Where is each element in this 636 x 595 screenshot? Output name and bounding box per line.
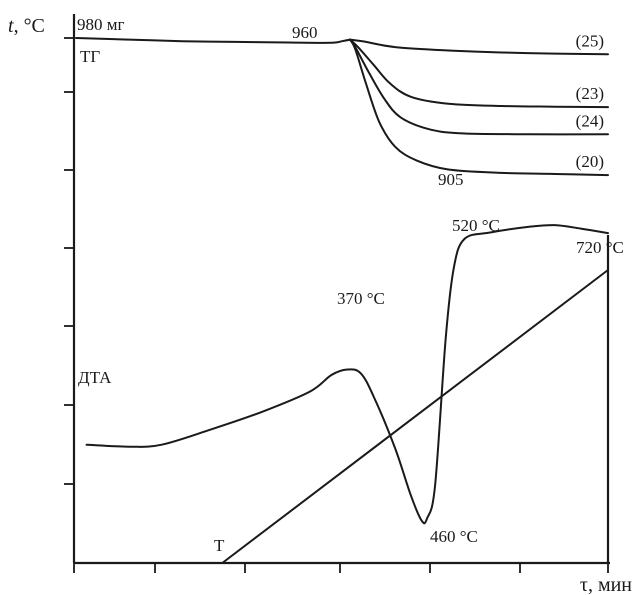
dta-label: ДТА (78, 368, 112, 387)
dta-520-label: 520 °C (452, 216, 500, 235)
dta-curve (85, 224, 609, 525)
y-axis-symbol: t (8, 15, 14, 37)
tg-min-label: 905 (438, 170, 464, 189)
dta-min-460-label: 460 °C (430, 527, 478, 546)
tg-series-label: (24) (576, 111, 604, 130)
temperature-line (221, 269, 609, 564)
y-axis-unit: , °C (14, 15, 45, 37)
x-axis-symbol: τ (580, 574, 588, 595)
tg-series-curve (349, 38, 609, 56)
tg-series-curve (349, 38, 609, 109)
x-axis-unit: , мин (588, 574, 632, 595)
tg-curves (75, 37, 609, 177)
tg-series-labels: (25) (23) (24) (20) (576, 31, 604, 171)
tg-label: ТГ (80, 47, 100, 66)
tg-series-curve (349, 38, 609, 177)
dta-peak-370-label: 370 °C (337, 289, 385, 308)
tg-start-mass-label: 980 мг (77, 15, 125, 34)
tg-onset-label: 960 (292, 23, 318, 42)
tg-series-label: (25) (576, 31, 604, 50)
tg-common-curve (75, 37, 351, 44)
y-axis-label: t, °C (8, 15, 45, 37)
tg-series-label: (23) (576, 84, 604, 103)
dta-720-label: 720 °C (576, 238, 624, 257)
temperature-label: Т (214, 536, 225, 555)
tg-series-label: (20) (576, 152, 604, 171)
x-axis-label: τ, мин (580, 574, 632, 595)
tg-series-curve (349, 38, 609, 136)
